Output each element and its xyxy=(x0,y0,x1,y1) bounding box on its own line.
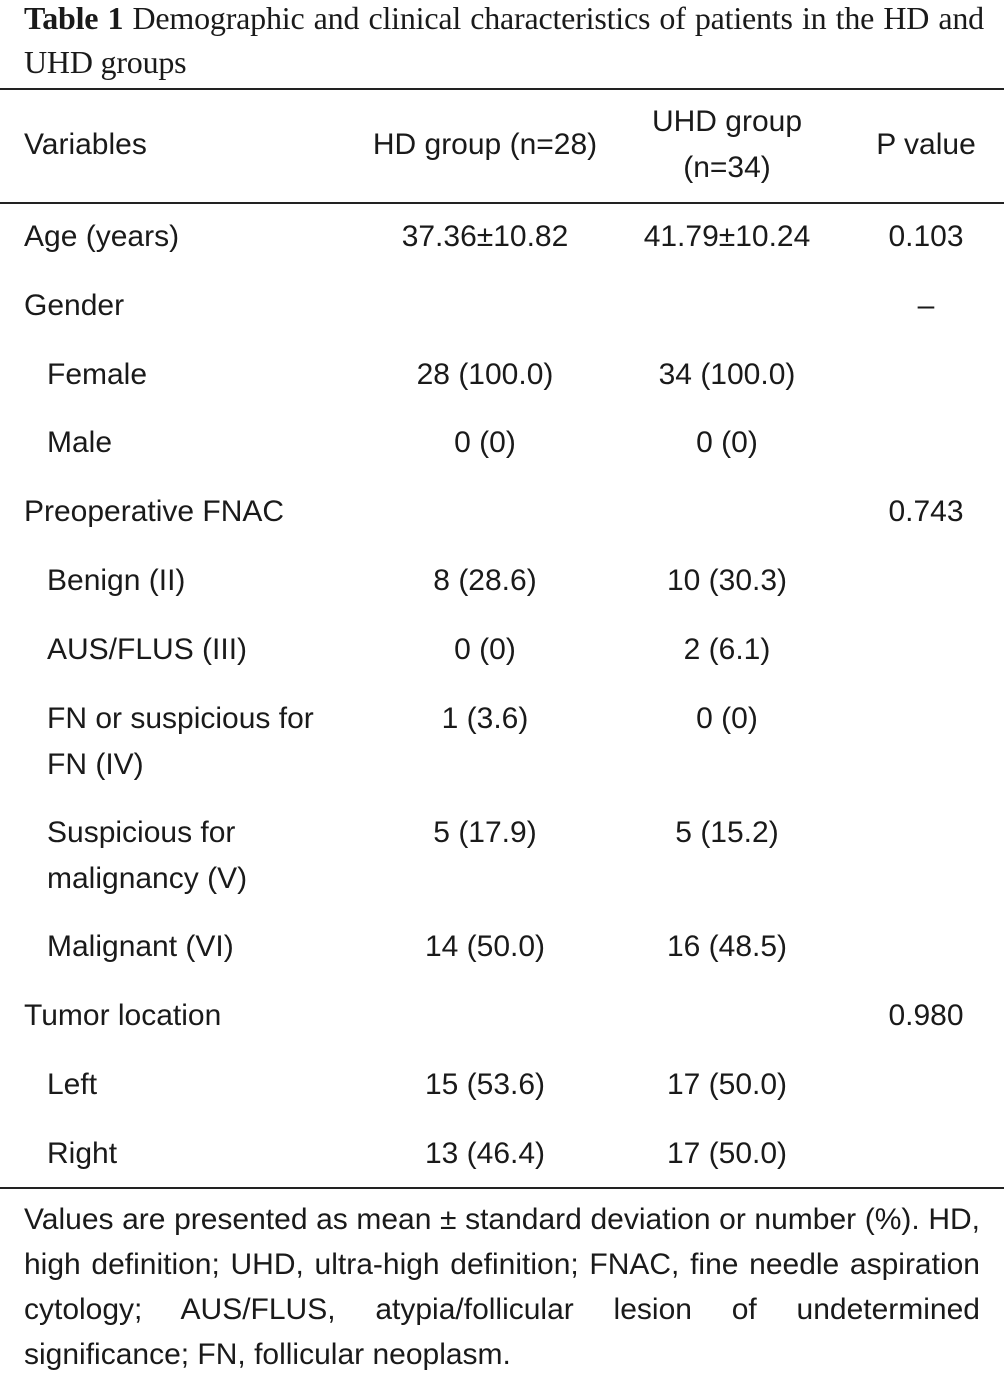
row-uhd-value: 0 (0) xyxy=(696,702,758,735)
row-label: Suspicious for malignancy (V) xyxy=(47,816,248,895)
table-caption: Table 1 Demographic and clinical charact… xyxy=(24,0,984,84)
row-label: Benign (II) xyxy=(47,564,186,597)
row-uhd-value: 16 (48.5) xyxy=(666,930,788,963)
row-p-value: 0.743 xyxy=(888,495,964,528)
row-label: Malignant (VI) xyxy=(47,930,234,963)
row-uhd-value: 17 (50.0) xyxy=(666,1137,788,1170)
row-hd-value: 0 (0) xyxy=(454,426,516,459)
row-label: Gender xyxy=(24,289,125,322)
table-title: Demographic and clinical characteristics… xyxy=(24,0,984,80)
row-uhd-value: 10 (30.3) xyxy=(666,564,788,597)
row-uhd-value: 5 (15.2) xyxy=(675,816,779,849)
row-label: FN or suspicious for FN (IV) xyxy=(47,702,314,781)
row-hd-value: 28 (100.0) xyxy=(416,358,554,391)
row-label: Preoperative FNAC xyxy=(24,495,285,528)
row-uhd-value: 17 (50.0) xyxy=(666,1068,788,1101)
row-label: Female xyxy=(47,358,148,391)
table-label: Table 1 xyxy=(24,0,124,36)
table-footnote: Values are presented as mean ± standard … xyxy=(24,1203,980,1371)
row-hd-value: 15 (53.6) xyxy=(424,1068,546,1101)
row-hd-value: 8 (28.6) xyxy=(433,564,537,597)
row-uhd-value: 2 (6.1) xyxy=(683,633,771,666)
row-uhd-value: 41.79±10.24 xyxy=(643,220,811,253)
row-label: Tumor location xyxy=(24,999,222,1032)
row-label: Left xyxy=(47,1068,98,1101)
row-hd-value: 1 (3.6) xyxy=(441,702,529,735)
row-p-value: – xyxy=(917,289,935,322)
row-label: Age (years) xyxy=(24,220,180,253)
row-hd-value: 13 (46.4) xyxy=(424,1137,546,1170)
row-label: AUS/FLUS (III) xyxy=(47,633,248,666)
row-hd-value: 5 (17.9) xyxy=(433,816,537,849)
row-p-value: 0.103 xyxy=(888,220,964,253)
row-label: Male xyxy=(47,426,113,459)
header-hd-group: HD group (n=28) xyxy=(372,128,598,161)
row-p-value: 0.980 xyxy=(888,999,964,1032)
header-p-value: P value xyxy=(876,128,976,161)
row-label: Right xyxy=(47,1137,118,1170)
row-uhd-value: 0 (0) xyxy=(696,426,758,459)
row-hd-value: 0 (0) xyxy=(454,633,516,666)
bottom-rule xyxy=(0,1187,1004,1189)
top-rule xyxy=(0,88,1004,90)
header-rule xyxy=(0,202,1004,204)
row-hd-value: 37.36±10.82 xyxy=(401,220,569,253)
row-uhd-value: 34 (100.0) xyxy=(658,358,796,391)
header-variables: Variables xyxy=(24,128,147,161)
header-uhd-group: UHD group (n=34) xyxy=(651,105,803,184)
row-hd-value: 14 (50.0) xyxy=(424,930,546,963)
